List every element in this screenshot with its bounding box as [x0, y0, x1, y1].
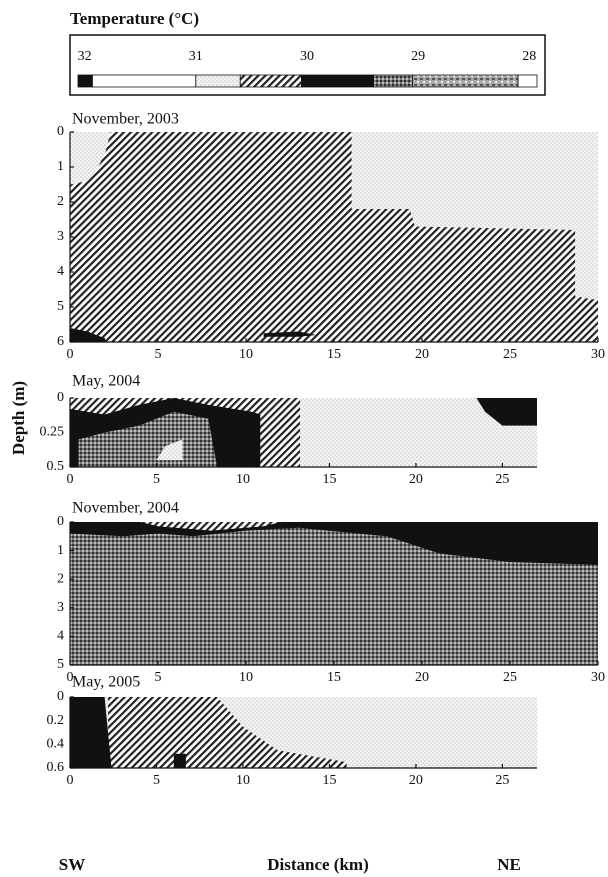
x-tick-label: 0 [67, 670, 74, 685]
x-tick-label: 5 [153, 472, 160, 487]
x-tick-label: 20 [415, 347, 429, 362]
x-tick-label: 25 [503, 670, 517, 685]
colorbar-tick-label: 32 [78, 49, 92, 64]
y-tick-label: 0 [57, 514, 64, 529]
y-tick-label: 0.6 [47, 760, 65, 775]
y-tick-label: 5 [57, 657, 64, 672]
x-tick-label: 15 [322, 773, 336, 788]
x-tick-label: 30 [591, 347, 605, 362]
x-tick-label: 20 [409, 472, 423, 487]
colorbar-bin [412, 74, 519, 88]
y-tick-label: 2 [57, 571, 64, 586]
colorbar-bin [517, 74, 538, 88]
y-tick-label: 1 [57, 543, 64, 558]
y-tick-label: 0.2 [47, 713, 65, 728]
y-tick-label: 4 [57, 629, 64, 644]
temperature-region [78, 411, 218, 467]
y-tick-label: 3 [57, 600, 64, 615]
x-tick-label: 10 [236, 472, 250, 487]
temperature-region [70, 522, 598, 565]
x-tick-label: 0 [67, 472, 74, 487]
colorbar-bin [239, 74, 302, 88]
x-tick-label: 10 [239, 347, 253, 362]
x-tick-label: 15 [322, 472, 336, 487]
temperature-region [263, 331, 317, 337]
y-axis-label: Depth (m) [9, 381, 28, 455]
y-tick-label: 4 [57, 264, 64, 279]
x-tick-label: 25 [495, 773, 509, 788]
panel-title: November, 2003 [72, 111, 179, 128]
x-tick-label: 25 [503, 347, 517, 362]
x-tick-label: 20 [409, 773, 423, 788]
x-axis-label: Distance (km) [267, 855, 369, 874]
temperature-region [156, 439, 183, 461]
y-tick-label: 0.5 [47, 459, 65, 474]
y-tick-label: 0 [57, 390, 64, 405]
colorbar-bin [300, 74, 375, 88]
temperature-region [70, 697, 112, 768]
colorbar-bin [195, 74, 241, 88]
temperature-region [140, 522, 282, 531]
colorbar-bin [77, 74, 93, 88]
y-tick-label: 6 [57, 334, 64, 349]
y-tick-label: 0 [57, 689, 64, 704]
x-tick-label: 25 [495, 472, 509, 487]
y-tick-label: 1 [57, 159, 64, 174]
x-tick-label: 15 [327, 347, 341, 362]
x-tick-label: 15 [327, 670, 341, 685]
colorbar-tick-label: 30 [300, 49, 314, 64]
x-tick-label: 5 [155, 347, 162, 362]
colorbar-tick-label: 31 [189, 49, 203, 64]
temperature-region [70, 522, 598, 665]
colorbar-bin [373, 74, 413, 88]
y-tick-label: 2 [57, 194, 64, 209]
temperature-region [476, 398, 537, 426]
x-tick-label: 0 [67, 347, 74, 362]
colorbar-title: Temperature (°C) [70, 9, 199, 28]
colorbar-box [69, 34, 546, 96]
sw-label: SW [59, 855, 85, 874]
x-tick-label: 5 [155, 670, 162, 685]
x-tick-label: 5 [153, 773, 160, 788]
temperature-region [70, 132, 598, 342]
panel-title: May, 2004 [72, 373, 140, 390]
colorbar-tick-label: 28 [522, 49, 536, 64]
x-tick-label: 10 [236, 773, 250, 788]
panel-title: May, 2005 [72, 674, 140, 691]
ne-label: NE [497, 855, 521, 874]
x-tick-label: 10 [239, 670, 253, 685]
y-tick-label: 0 [57, 124, 64, 139]
y-tick-label: 5 [57, 299, 64, 314]
x-tick-label: 0 [67, 773, 74, 788]
x-tick-label: 30 [591, 670, 605, 685]
y-tick-label: 3 [57, 229, 64, 244]
temperature-region [70, 328, 106, 342]
x-tick-label: 20 [415, 670, 429, 685]
colorbar-bin [92, 74, 197, 88]
temperature-region [173, 753, 186, 768]
y-tick-label: 0.25 [40, 425, 65, 440]
colorbar-tick-label: 29 [411, 49, 425, 64]
y-tick-label: 0.4 [47, 737, 65, 752]
panel-title: November, 2004 [72, 500, 179, 517]
temperature-region [108, 697, 347, 768]
